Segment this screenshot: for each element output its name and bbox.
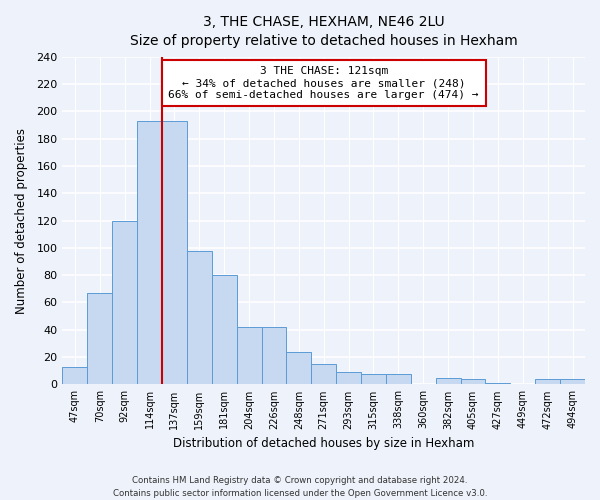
Bar	[436, 378, 461, 384]
X-axis label: Distribution of detached houses by size in Hexham: Distribution of detached houses by size …	[173, 437, 475, 450]
Bar	[386, 374, 411, 384]
Bar	[336, 372, 361, 384]
Y-axis label: Number of detached properties: Number of detached properties	[15, 128, 28, 314]
Bar	[461, 379, 485, 384]
Bar	[162, 121, 187, 384]
Bar	[311, 364, 336, 384]
Bar	[62, 366, 88, 384]
Bar	[535, 379, 560, 384]
Bar	[137, 121, 162, 384]
Bar	[485, 383, 511, 384]
Bar	[262, 327, 286, 384]
Bar	[361, 374, 386, 384]
Bar	[286, 352, 311, 384]
Text: 3 THE CHASE: 121sqm
← 34% of detached houses are smaller (248)
66% of semi-detac: 3 THE CHASE: 121sqm ← 34% of detached ho…	[169, 66, 479, 100]
Bar	[112, 220, 137, 384]
Title: 3, THE CHASE, HEXHAM, NE46 2LU
Size of property relative to detached houses in H: 3, THE CHASE, HEXHAM, NE46 2LU Size of p…	[130, 15, 518, 48]
Bar	[187, 250, 212, 384]
Bar	[236, 327, 262, 384]
Bar	[88, 293, 112, 384]
Bar	[212, 275, 236, 384]
Bar	[560, 379, 585, 384]
Text: Contains HM Land Registry data © Crown copyright and database right 2024.
Contai: Contains HM Land Registry data © Crown c…	[113, 476, 487, 498]
